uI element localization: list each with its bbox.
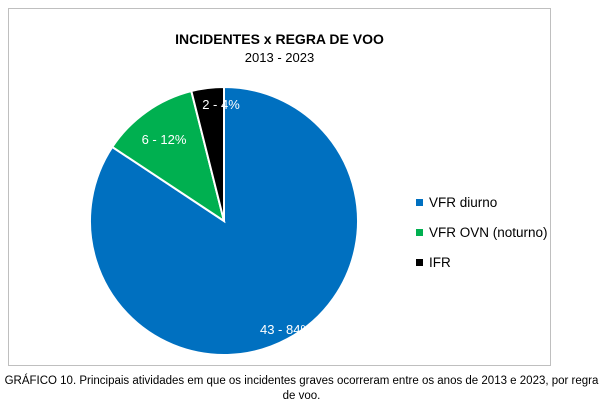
pie-slice-1 [110, 89, 226, 224]
legend-label: VFR OVN (noturno) [429, 224, 548, 240]
legend-item-2: IFR [416, 247, 548, 277]
chart-legend: VFR diurno VFR OVN (noturno) IFR [416, 187, 548, 277]
pie-data-label-0: 43 - 84% [260, 322, 312, 337]
legend-swatch [416, 258, 423, 266]
chart-subtitle: 2013 - 2023 [244, 50, 315, 65]
legend-item-1: VFR OVN (noturno) [416, 217, 548, 247]
pie-chart: 43 - 84% 6 - 12% 2 - 4% [89, 85, 359, 356]
pie-slice-2 [190, 85, 225, 222]
pie-data-label-2: 2 - 4% [202, 97, 240, 112]
legend-item-0: VFR diurno [416, 187, 548, 217]
legend-label: IFR [429, 254, 451, 270]
chart-frame: INCIDENTES x REGRA DE VOO 2013 - 2023 43… [8, 8, 551, 366]
legend-swatch [416, 198, 423, 206]
figure-caption: GRÁFICO 10. Principais atividades em que… [4, 375, 599, 402]
legend-label: VFR diurno [429, 194, 498, 210]
pie-data-label-1: 6 - 12% [142, 132, 187, 147]
chart-title: INCIDENTES x REGRA DE VOO [175, 31, 384, 47]
legend-swatch [416, 228, 423, 236]
